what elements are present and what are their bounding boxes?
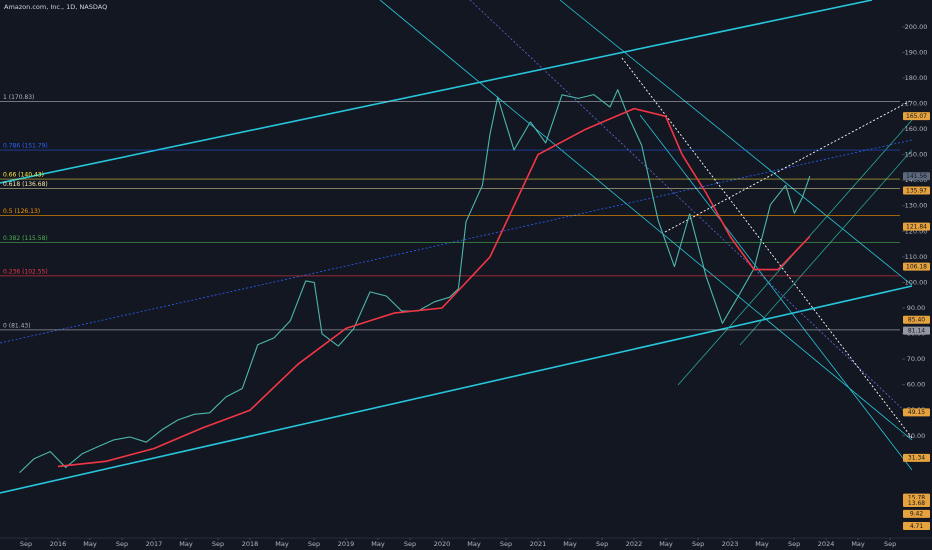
x-tick-label: May (659, 540, 673, 548)
x-tick-label: May (563, 540, 577, 548)
trend-line (639, 114, 913, 471)
x-tick-label: 2022 (626, 540, 643, 548)
price-tag (903, 262, 930, 271)
fib-label: 0.618 (136.68) (3, 181, 48, 188)
x-tick-label: Sep (788, 540, 800, 548)
y-tick-label: 120.00 (905, 227, 928, 235)
trend-line (739, 149, 913, 346)
fib-label: 1 (170.83) (3, 94, 34, 101)
trend-line (469, 0, 913, 419)
x-tick-label: 2016 (50, 540, 67, 548)
price-tag-label: 15.78 (908, 494, 925, 501)
x-tick-label: 2021 (530, 540, 547, 548)
price-tag (903, 521, 930, 530)
fib-label: 0 (81.43) (3, 322, 31, 329)
price-tag-label: 49.15 (908, 409, 925, 416)
x-tick-label: Sep (116, 540, 128, 548)
price-tag-label: 141.56 (906, 173, 927, 180)
x-tick-label: Sep (596, 540, 608, 548)
price-tag-label: 121.84 (906, 223, 927, 230)
trend-line (379, 0, 913, 441)
price-tag (903, 315, 930, 324)
price-tag-label: 9.42 (910, 511, 924, 518)
y-tick-label: 100.00 (905, 278, 928, 286)
price-tag (903, 408, 930, 417)
price-tag (903, 222, 930, 231)
y-tick-label: 160.00 (905, 125, 928, 133)
fib-label: 0.5 (126.13) (3, 208, 40, 215)
price-tag (903, 509, 930, 518)
y-tick-label: 110.00 (905, 253, 928, 261)
y-tick-label: 40.00 (907, 432, 926, 440)
x-tick-label: May (467, 540, 481, 548)
y-tick-label: 180.00 (905, 74, 928, 82)
fib-label: 0.786 (151.79) (3, 143, 48, 150)
fib-label: 0.66 (140.43) (3, 172, 44, 179)
price-tag (903, 499, 930, 508)
y-tick-label: 190.00 (905, 48, 928, 56)
x-tick-label: 2019 (338, 540, 355, 548)
y-tick-label: 90.00 (907, 304, 926, 312)
price-tag-label: 85.40 (908, 317, 925, 324)
x-tick-label: May (755, 540, 769, 548)
price-tag-label: 13.68 (908, 500, 925, 507)
price-line (19, 89, 811, 473)
x-tick-label: May (179, 540, 193, 548)
price-tag (903, 453, 930, 462)
trend-line (559, 0, 913, 286)
chart-title: Amazon.com, Inc., 1D, NASDAQ (4, 3, 107, 11)
price-line (57, 107, 811, 468)
x-tick-label: May (371, 540, 385, 548)
x-tick-label: Sep (692, 540, 704, 548)
x-tick-label: 2018 (242, 540, 259, 548)
price-tag (903, 172, 930, 181)
y-tick-label: 200.00 (905, 23, 928, 31)
drawings (0, 0, 913, 494)
x-tick-label: Sep (404, 540, 416, 548)
x-tick-label: 2020 (434, 540, 451, 548)
price-tag (903, 186, 930, 195)
channel-lower (0, 285, 913, 494)
x-tick-label: Sep (500, 540, 512, 548)
price-tag-label: 81.14 (908, 327, 925, 334)
y-tick-label: 60.00 (907, 381, 926, 389)
price-tag-label: 165.07 (906, 113, 927, 120)
y-tick-label: 130.00 (905, 202, 928, 210)
x-tick-label: May (83, 540, 97, 548)
x-tick-label: Sep (884, 540, 896, 548)
price-tag (903, 112, 930, 121)
x-tick-label: Sep (212, 540, 224, 548)
y-tick-label: 70.00 (907, 355, 926, 363)
x-tick-label: 2017 (146, 540, 163, 548)
price-tag-label: 4.71 (910, 523, 924, 530)
price-tag (903, 326, 930, 335)
channel-upper (0, 0, 873, 184)
x-tick-label: 2024 (818, 540, 835, 548)
trend-line (664, 99, 913, 233)
y-tick-label: 170.00 (905, 100, 928, 108)
fib-label: 0.236 (102.55) (3, 268, 48, 275)
price-tag-label: 31.34 (908, 455, 925, 462)
fib-label: 0.382 (115.58) (3, 235, 48, 242)
x-tick-label: Sep (308, 540, 320, 548)
price-tag-label: 106.18 (906, 263, 927, 270)
x-tick-label: Sep (20, 540, 32, 548)
x-tick-label: May (851, 540, 865, 548)
y-tick-label: 150.00 (905, 151, 928, 159)
x-tick-label: 2023 (722, 540, 739, 548)
x-tick-label: May (275, 540, 289, 548)
price-tag-label: 135.97 (906, 187, 927, 194)
